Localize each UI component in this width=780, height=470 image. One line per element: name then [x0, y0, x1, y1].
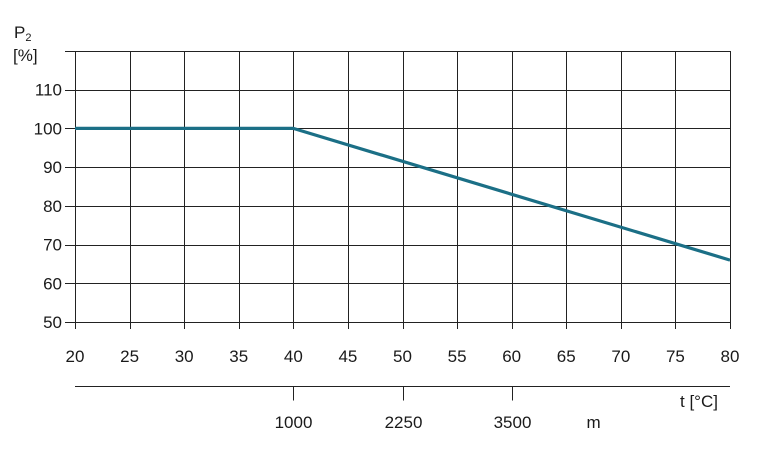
x-axis-label: t [°C]: [680, 392, 718, 411]
series-line: [75, 126, 731, 262]
x-tick-label: 45: [338, 347, 357, 366]
y-tick-label: 60: [43, 274, 62, 293]
x-tick-label: 65: [557, 347, 576, 366]
x-tick-label: 20: [66, 347, 85, 366]
x-tick-label: 60: [502, 347, 521, 366]
x-tick-label: 40: [284, 347, 303, 366]
x-tick-label: 50: [393, 347, 412, 366]
y-tick-label: 50: [43, 313, 62, 332]
x-tick-label: 70: [611, 347, 630, 366]
y-axis-unit: [%]: [13, 46, 38, 65]
x-tick-label: 55: [448, 347, 467, 366]
altitude-tick-label: 1000: [275, 413, 313, 432]
y-axis-label: P2: [14, 23, 31, 44]
labels: 50 60 70 80 90 100 110 20 25 30 35 40 45 50 55 60 65 70 75…: [34, 81, 740, 432]
y-tick-label: 110: [35, 81, 62, 100]
x-tick-label: 80: [721, 347, 740, 366]
grid: [65, 51, 731, 329]
x-tick-label: 75: [666, 347, 685, 366]
x-tick-label: 30: [175, 347, 194, 366]
altitude-tick-label: 2250: [385, 413, 423, 432]
y-tick-label: 90: [43, 158, 62, 177]
axes: [75, 385, 730, 401]
y-tick-label: 80: [43, 197, 62, 216]
altitude-tick-label: 3500: [494, 413, 532, 432]
altitude-unit-label: m: [586, 413, 600, 432]
x-tick-label: 35: [229, 347, 248, 366]
series: [75, 126, 731, 262]
y-tick-label: 100: [34, 119, 62, 138]
y-tick-label: 70: [43, 236, 62, 255]
x-tick-label: 25: [120, 347, 139, 366]
